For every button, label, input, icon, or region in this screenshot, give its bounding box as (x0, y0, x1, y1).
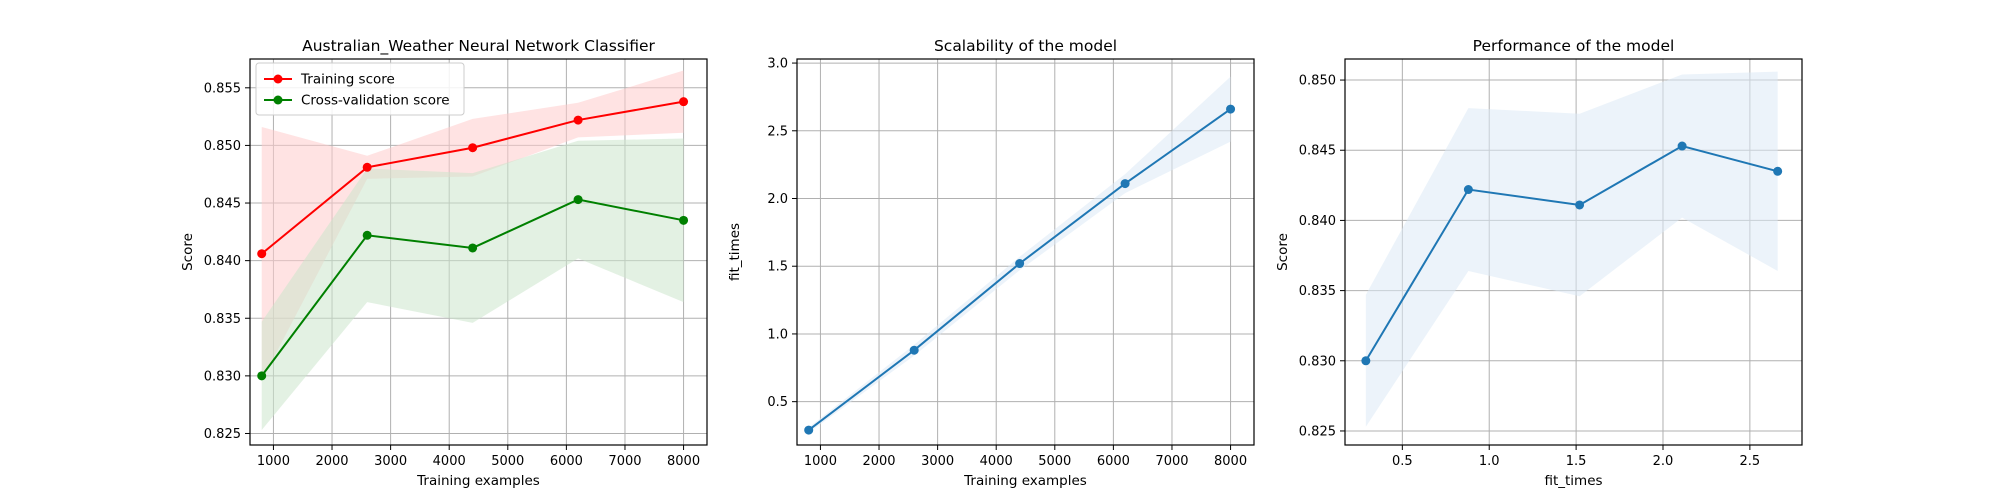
legend-label-2: Cross-validation score (301, 93, 450, 109)
x-tick-label: 8000 (1214, 454, 1247, 469)
y-tick-label: 0.830 (204, 369, 241, 384)
x-tick-label: 2000 (315, 454, 348, 469)
x-tick-label: 2000 (862, 454, 895, 469)
x-axis-label: Training examples (416, 473, 540, 489)
x-tick-label: 3000 (374, 454, 407, 469)
data-point (1677, 141, 1687, 151)
data-point (1575, 200, 1585, 210)
x-tick-label: 1.5 (1566, 454, 1587, 469)
x-tick-label: 4000 (433, 454, 466, 469)
chart-1: 1000 2000 3000 4000 5000 6000 7000 8000 0.825 0.8… (180, 37, 708, 489)
y-tick-label: 0.825 (204, 427, 241, 442)
chart-2: 1000 2000 3000 4000 5000 6000 7000 8000 0.5 1.0 1.… (727, 37, 1255, 489)
axes-frame (1344, 58, 1803, 446)
x-tick-label: 7000 (608, 454, 641, 469)
y-axis-label: Score (180, 233, 196, 271)
chart-title: Scalability of the model (934, 37, 1117, 55)
data-point (1361, 356, 1371, 366)
x-tick-label: 5000 (1038, 454, 1071, 469)
data-point (1226, 104, 1236, 114)
legend-box (255, 62, 465, 116)
x-tick-label: 6000 (550, 454, 583, 469)
y-tick-label: 0.855 (204, 81, 241, 96)
confidence-band-1 (261, 70, 684, 381)
x-tick-label: 2.0 (1653, 454, 1674, 469)
x-tick-label: 1000 (804, 454, 837, 469)
confidence-band-2 (261, 138, 684, 431)
y-tick-label: 0.845 (204, 197, 241, 212)
x-tick-label: 6000 (1097, 454, 1130, 469)
legend-label-1: Training score (300, 72, 395, 88)
data-point (804, 425, 814, 435)
data-point (573, 115, 583, 125)
x-tick-label: 1000 (257, 454, 290, 469)
data-point (679, 215, 689, 225)
chart-3: 0.5 1.0 1.5 2.0 2.5 0.825 0.830 0.835 0.840 0.845… (1275, 37, 1803, 489)
y-tick-label: 0.835 (1299, 284, 1336, 299)
axes-frame (249, 58, 708, 446)
x-tick-label: 2.5 (1740, 454, 1761, 469)
y-tick-label: 1.5 (767, 260, 788, 275)
y-axis-label: fit_times (727, 223, 743, 281)
y-tick-label: 0.830 (1299, 354, 1336, 369)
data-point (468, 143, 478, 153)
data-point (1773, 166, 1783, 176)
y-tick-label: 0.850 (204, 139, 241, 154)
y-tick-label: 3.0 (767, 57, 788, 72)
x-tick-label: 8000 (667, 454, 700, 469)
confidence-band-1 (1365, 71, 1778, 427)
data-point (362, 230, 372, 240)
x-tick-label: 1.0 (1479, 454, 1500, 469)
legend: Training score Cross-validation score (255, 62, 465, 116)
y-tick-label: 0.850 (1299, 74, 1336, 89)
y-tick-label: 2.5 (767, 124, 788, 139)
x-axis-label: fit_times (1544, 473, 1602, 489)
x-axis-label: Training examples (963, 473, 1087, 489)
data-point (1463, 185, 1473, 195)
y-tick-label: 0.845 (1299, 144, 1336, 159)
y-tick-label: 0.840 (1299, 214, 1336, 229)
data-point (679, 97, 689, 107)
data-point (362, 162, 372, 172)
confidence-band-1 (808, 76, 1231, 433)
data-point (468, 243, 478, 253)
data-point (909, 345, 919, 355)
legend-marker-2 (273, 95, 283, 105)
data-point (1120, 179, 1130, 189)
x-tick-label: 3000 (921, 454, 954, 469)
axes-frame (796, 58, 1255, 446)
chart-title: Australian_Weather Neural Network Classi… (302, 37, 655, 56)
x-tick-label: 4000 (980, 454, 1013, 469)
chart-title: Performance of the model (1473, 37, 1675, 55)
legend-marker-1 (273, 74, 283, 84)
x-tick-label: 0.5 (1392, 454, 1413, 469)
y-tick-label: 0.5 (767, 395, 788, 410)
data-point (1015, 259, 1025, 269)
x-tick-label: 5000 (491, 454, 524, 469)
x-tick-label: 7000 (1155, 454, 1188, 469)
y-tick-label: 0.835 (204, 312, 241, 327)
y-tick-label: 0.825 (1299, 424, 1336, 439)
data-point (573, 195, 583, 205)
data-point (257, 371, 267, 381)
data-point (257, 249, 267, 259)
y-tick-label: 2.0 (767, 192, 788, 207)
y-tick-label: 0.840 (204, 254, 241, 269)
y-tick-label: 1.0 (767, 327, 788, 342)
y-axis-label: Score (1275, 233, 1291, 271)
